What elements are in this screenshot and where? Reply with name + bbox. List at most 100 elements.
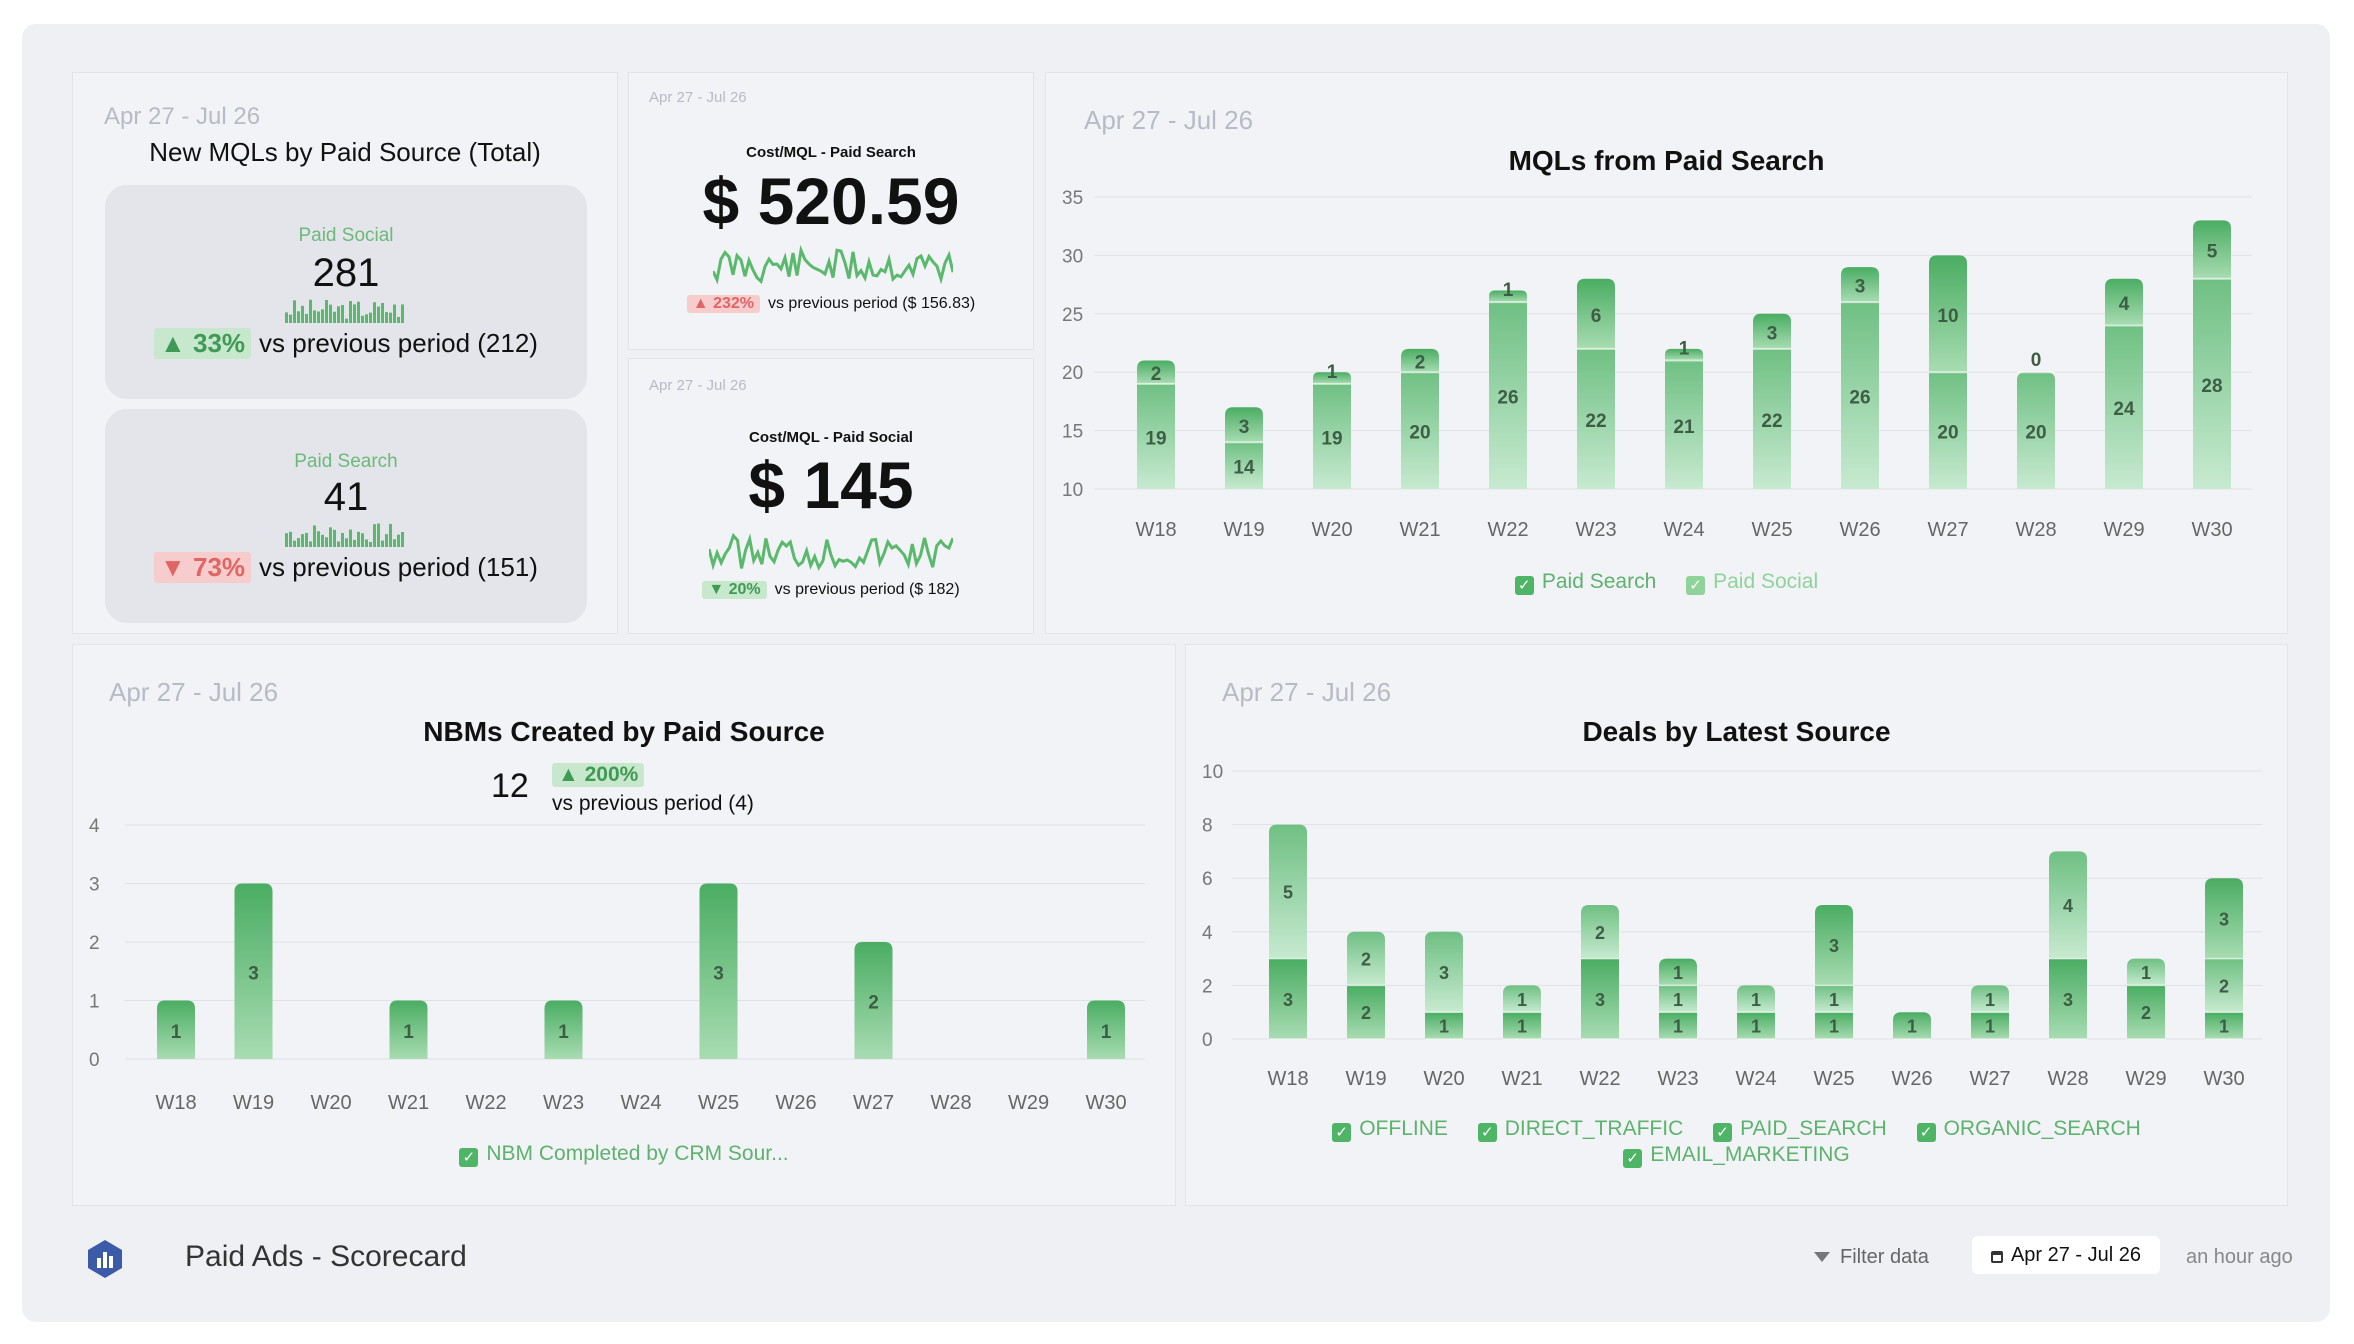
x-tick-label: W30 <box>2191 519 2232 541</box>
mqls-bar-chart: 101520253035192W18143W19191W20202W21261W… <box>1062 188 2252 541</box>
y-tick-label: 20 <box>1062 363 1083 384</box>
x-tick-label: W24 <box>1735 1068 1776 1090</box>
sparkline-bar <box>381 540 384 547</box>
bar-segment <box>1503 985 1541 1013</box>
bar-segment <box>1313 383 1351 489</box>
bar-segment <box>2127 958 2165 986</box>
bar-segment <box>2205 1012 2243 1039</box>
nbms-card[interactable]: Apr 27 - Jul 26 NBMs Created by Paid Sou… <box>72 644 1176 1206</box>
legend-item-direct-traffic[interactable]: ✓ DIRECT_TRAFFIC <box>1477 1116 1683 1142</box>
bar-value-label: 22 <box>1585 411 1606 432</box>
sparkline-bar <box>393 539 396 547</box>
kpi-label: Cost/MQL - Paid Search <box>746 144 916 161</box>
bar-value-label: 3 <box>2063 990 2073 1010</box>
bar-segment <box>1841 267 1879 303</box>
x-tick-label: W25 <box>1813 1068 1854 1090</box>
legend-item-paid-social[interactable]: ✓ Paid Social <box>1686 570 1818 595</box>
bar-segment <box>854 942 893 1059</box>
legend-item-nbm[interactable]: ✓ NBM Completed by CRM Sour... <box>459 1142 789 1167</box>
bar-value-label: 4 <box>2063 896 2073 916</box>
x-tick-label: W23 <box>1657 1068 1698 1090</box>
y-tick-label: 3 <box>89 875 100 896</box>
sparkline-bar <box>385 312 388 323</box>
bar-segment <box>1347 985 1385 1039</box>
bar-value-label: 14 <box>1233 458 1255 479</box>
x-tick-label: W26 <box>775 1092 816 1114</box>
chart-legend: ✓ Paid Search ✓ Paid Social <box>1046 570 2287 595</box>
mqls-paid-search-card[interactable]: Apr 27 - Jul 26 MQLs from Paid Search 10… <box>1045 72 2288 634</box>
sparkline-bar <box>385 534 388 547</box>
bar-value-label: 1 <box>1101 1022 1112 1043</box>
bar-value-label: 22 <box>1761 411 1782 432</box>
x-tick-label: W19 <box>233 1092 274 1114</box>
x-tick-label: W26 <box>1839 519 1880 541</box>
filter-data-button[interactable]: Filter data <box>1814 1246 1929 1269</box>
legend-item-email-marketing[interactable]: ✓ EMAIL_MARKETING <box>1623 1142 1850 1168</box>
date-range-button[interactable]: Apr 27 - Jul 26 <box>1972 1236 2160 1274</box>
bar-value-label: 24 <box>2113 399 2135 420</box>
last-updated: an hour ago <box>2186 1246 2293 1268</box>
sparkline-bar <box>397 316 400 323</box>
legend-item-offline[interactable]: ✓ OFFLINE <box>1332 1116 1448 1142</box>
checkbox-icon: ✓ <box>1713 1123 1733 1142</box>
sparkline-bar <box>305 532 308 547</box>
bar-segment <box>1737 1012 1775 1039</box>
bar-value-label: 1 <box>1907 1017 1917 1037</box>
y-tick-label: 0 <box>89 1050 100 1071</box>
x-tick-label: W20 <box>1311 519 1352 541</box>
legend-item-organic-search[interactable]: ✓ ORGANIC_SEARCH <box>1916 1116 2141 1142</box>
legend-item-paid-search[interactable]: ✓ PAID_SEARCH <box>1713 1116 1887 1142</box>
bar-value-label: 1 <box>1517 990 1527 1010</box>
comparison: ▼ 73% vs previous period (151) <box>105 552 587 583</box>
bar-value-label: 2 <box>1361 950 1371 970</box>
sparkline-bar <box>377 306 380 323</box>
bar-value-label: 3 <box>2219 909 2229 929</box>
legend-item-paid-search[interactable]: ✓ Paid Search <box>1514 570 1656 595</box>
bar-value-label: 3 <box>1239 417 1250 438</box>
bar-segment <box>1225 442 1263 489</box>
sparkline-bar <box>341 533 344 547</box>
x-tick-label: W29 <box>1008 1092 1049 1114</box>
bar-value-label: 2 <box>2219 976 2229 996</box>
kpi-label: Cost/MQL - Paid Social <box>749 429 913 446</box>
sparkline-bar <box>349 301 352 323</box>
bar-segment <box>234 883 273 1059</box>
comparison: ▼ 20% vs previous period ($ 182) <box>629 581 1033 599</box>
sparkline-bar <box>317 311 320 323</box>
chart-legend: ✓ NBM Completed by CRM Sour... <box>73 1142 1175 1167</box>
bar-value-label: 1 <box>1673 1017 1683 1037</box>
cost-mql-search-card[interactable]: Apr 27 - Jul 26 Cost/MQL - Paid Search $… <box>628 72 1034 350</box>
deals-card[interactable]: Apr 27 - Jul 26 Deals by Latest Source 0… <box>1185 644 2288 1206</box>
bar-value-label: 2 <box>868 993 879 1014</box>
sparkline-bar <box>329 527 332 547</box>
bar-segment <box>1489 290 1527 303</box>
bar-segment <box>1347 931 1385 986</box>
comparison-text: vs previous period (4) <box>552 792 754 815</box>
bar-value-label: 2 <box>1361 1003 1371 1023</box>
bar-segment <box>1737 985 1775 1013</box>
calendar-icon <box>1990 1251 2003 1263</box>
checkbox-icon: ✓ <box>1332 1123 1352 1142</box>
source-label: Paid Search <box>294 451 398 472</box>
bar-segment <box>157 1000 195 1059</box>
sparkline-bar <box>361 533 364 547</box>
new-mqls-card[interactable]: Apr 27 - Jul 26 New MQLs by Paid Source … <box>72 72 618 634</box>
source-label: Paid Social <box>298 225 394 246</box>
x-tick-label: W23 <box>543 1092 584 1114</box>
comparison-text: vs previous period (212) <box>259 328 538 358</box>
bar-value-label: 2 <box>1595 923 1605 943</box>
bar-value-label: 3 <box>1283 990 1293 1010</box>
y-tick-label: 2 <box>89 933 100 954</box>
sparkline-bar <box>377 523 380 547</box>
sparkline-bar <box>285 312 288 323</box>
sparkline-bar <box>345 318 348 323</box>
sparkline-chart <box>713 244 953 285</box>
cost-mql-social-card[interactable]: Apr 27 - Jul 26 Cost/MQL - Paid Social $… <box>628 358 1034 634</box>
sparkline-bar <box>393 304 396 323</box>
sparkline-bar <box>285 533 288 547</box>
sparkline-bar <box>293 540 296 547</box>
x-tick-label: W22 <box>1487 519 1528 541</box>
sparkline-bar <box>365 539 368 547</box>
bar-segment <box>2205 958 2243 1013</box>
sparkline-bar <box>337 541 340 547</box>
